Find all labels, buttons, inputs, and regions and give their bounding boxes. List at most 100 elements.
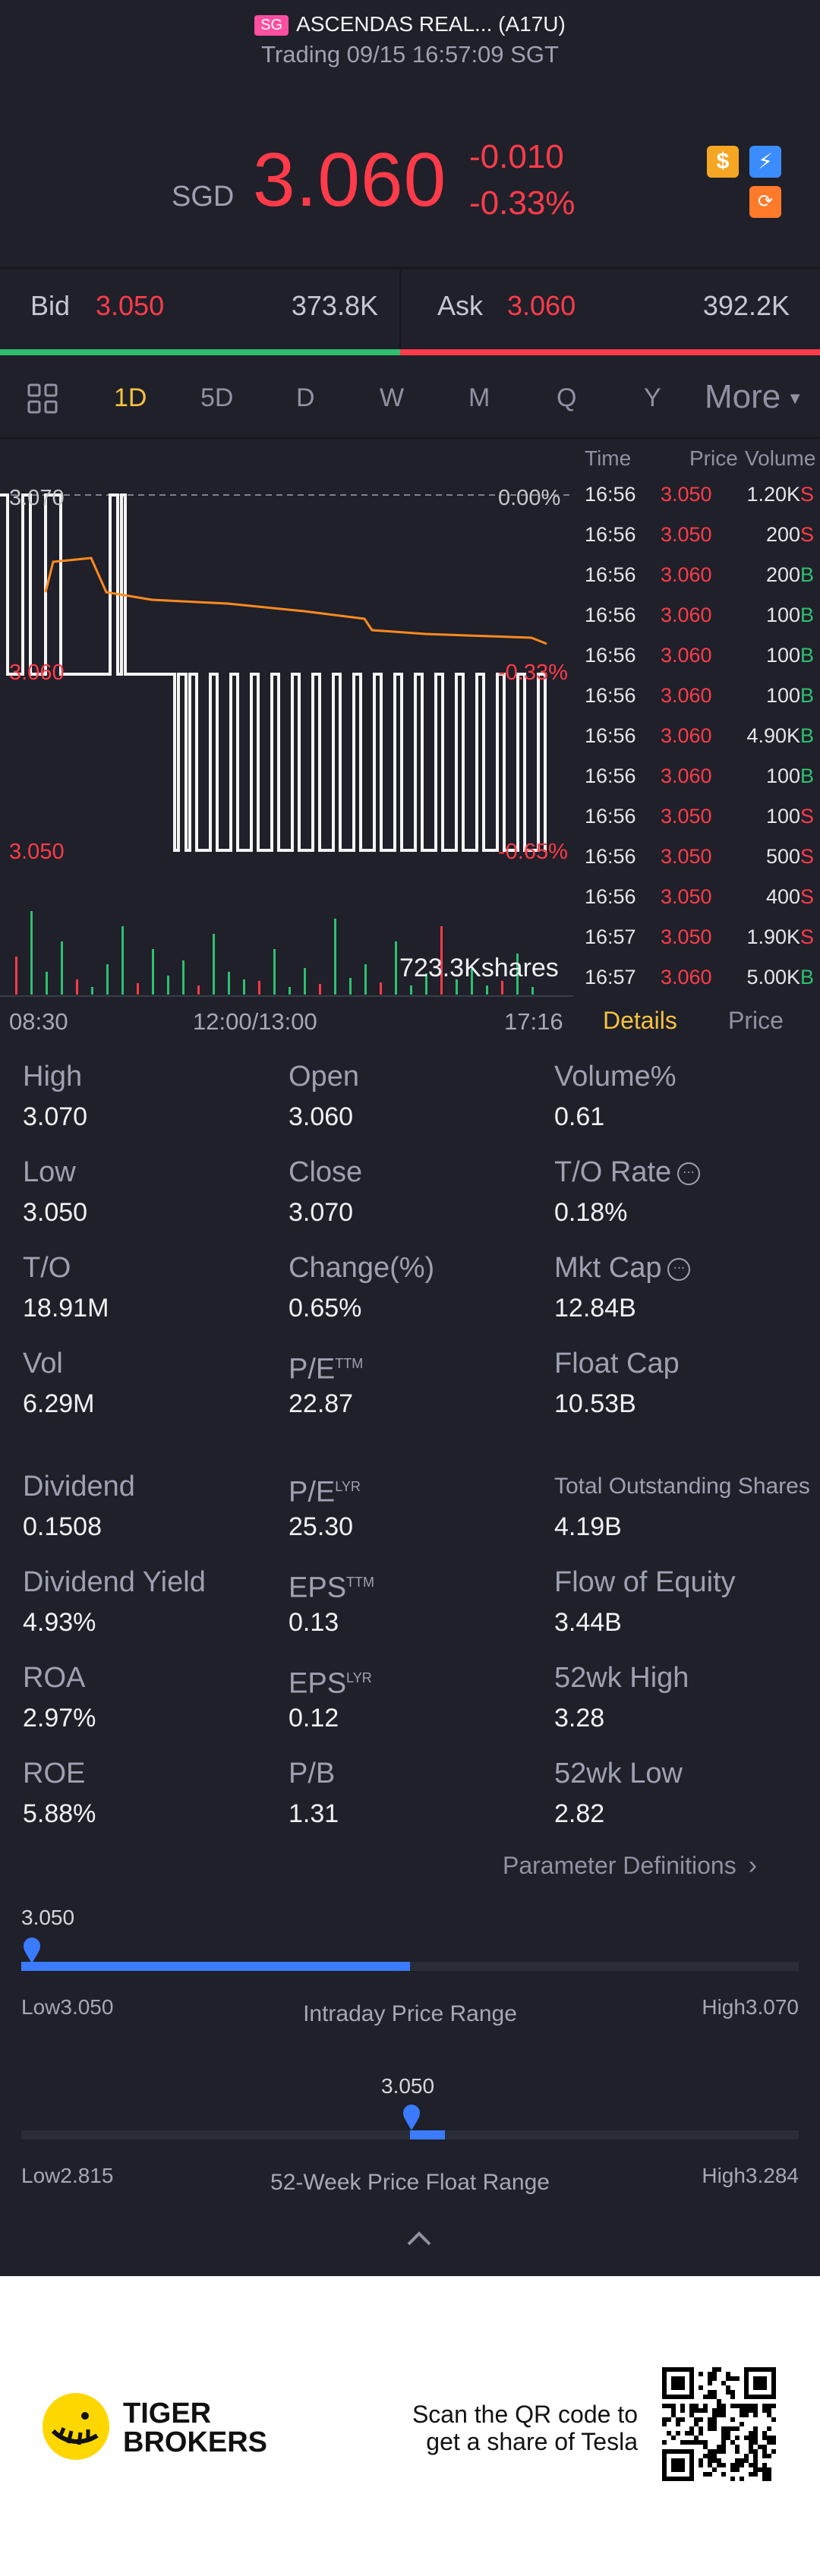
trade-volume: 100 [765,644,800,667]
trade-volume: 100 [765,604,800,626]
stat-label-text: Vol [23,1348,63,1379]
stat-cell: P/ELYR 25.30 [289,1467,547,1542]
stat-label-text: Change(%) [289,1252,435,1284]
tab-price[interactable]: Price [728,1007,784,1034]
stat-value: 22.87 [289,1389,354,1418]
ask-label: Ask [437,290,484,321]
more-button[interactable]: More ▼ [705,378,803,416]
bid-label: Bid [30,290,71,321]
stat-label-text: High [23,1061,83,1093]
week52-marker-icon [402,2105,421,2132]
stat-label: EPSTTM [289,1562,547,1604]
trade-side: S [800,885,814,908]
volume-bar [15,957,17,995]
trade-volume: 100 [765,805,800,828]
stat-value: 10.53B [554,1389,636,1418]
stat-cell: 52wk Low 2.82 [554,1754,812,1829]
stat-label: Open [289,1057,547,1096]
stat-label-text: T/O Rate [554,1156,672,1188]
info-icon[interactable]: ⋯ [667,1257,691,1281]
trade-row: 16:56 3.060 200 B [585,563,817,604]
stat-cell: T/O Rate ⋯ 0.18% [554,1152,812,1228]
tab-1d[interactable]: 1D [114,383,147,412]
stat-label: 52wk High [554,1658,812,1698]
stat-value: 0.12 [289,1704,339,1733]
promo-footer: TIGER BROKERS Scan the QR code to get a … [0,2276,820,2576]
currency-label: SGD [172,181,235,213]
week52-low: Low2.815 [21,2164,114,2187]
stat-label: P/B [289,1754,547,1793]
trade-list: 16:56 3.050 1.20K S 16:56 3.050 200 S 16:56 3.060… [585,483,817,1006]
trade-price: 3.060 [661,765,712,787]
tab-q[interactable]: Q [557,383,577,412]
trade-row: 16:56 3.050 100 S [585,805,817,845]
ask-volume-bar [400,349,820,355]
stat-label: Flow of Equity [554,1562,812,1602]
intraday-chart[interactable] [0,440,577,1002]
volume-bar [440,926,443,995]
dollar-icon[interactable]: $ [707,146,739,178]
trade-row: 16:57 3.050 1.90K S [585,925,817,966]
tab-y[interactable]: Y [644,383,661,412]
volume-bar [30,911,33,995]
stat-label: Close [289,1152,547,1192]
stat-cell: EPSTTM 0.13 [289,1562,547,1638]
chart-swap-icon[interactable]: ⟳ [749,186,781,218]
x-label-mid: 12:00/13:00 [193,1008,317,1035]
trade-side: B [800,765,814,787]
stat-label: Volume% [554,1057,812,1096]
volume-bar [106,964,109,995]
stat-label-text: Float Cap [554,1348,680,1379]
stat-label: T/O Rate ⋯ [554,1152,812,1192]
stat-label-text: T/O [23,1252,71,1284]
trade-time: 16:56 [585,724,636,747]
trade-row: 16:56 3.060 100 B [585,644,817,684]
tab-details[interactable]: Details [603,1007,677,1034]
stat-cell: Volume% 0.61 [554,1057,812,1132]
tab-5d[interactable]: 5D [200,383,234,412]
volume-bar [531,987,534,995]
promo-line1: Scan the QR code to [412,2401,638,2428]
trade-side: S [800,523,814,546]
collapse-chevron-up-icon[interactable] [402,2228,436,2250]
stat-cell: P/B 1.31 [289,1754,547,1829]
stat-cell: Total Outstanding Shares 4.19B [554,1467,812,1542]
stat-cell: ROA 2.97% [23,1658,281,1733]
stat-cell: Change(%) 0.65% [289,1248,547,1323]
y-label-bot: 3.050 [9,840,65,864]
trade-row: 16:56 3.050 400 S [585,885,817,925]
stat-value: 0.18% [554,1198,628,1227]
week52-title: 52-Week Price Float Range [270,2170,550,2195]
stat-label-text: 52wk Low [554,1758,683,1789]
tab-w[interactable]: W [380,383,405,412]
stock-title: SG ASCENDAS REAL... (A17U) [0,12,820,36]
x-label-start: 08:30 [9,1008,68,1035]
more-label: More [705,378,781,415]
trade-price: 3.060 [661,604,712,626]
lightning-icon[interactable]: ⚡ [749,146,781,178]
bid-price: 3.050 [96,290,165,321]
stat-cell: Low 3.050 [23,1152,281,1228]
stat-value: 3.070 [289,1198,354,1227]
tab-m[interactable]: M [468,383,490,412]
tab-d[interactable]: D [296,383,315,412]
trade-side: S [800,925,814,948]
bid-volume-bar [0,349,400,355]
info-icon[interactable]: ⋯ [677,1162,701,1185]
trade-time: 16:56 [585,845,636,868]
volume-bar [486,985,488,995]
stat-label-text: P/B [289,1758,336,1789]
stat-cell: Vol 6.29M [23,1344,281,1419]
stat-label: Low [23,1152,281,1192]
trade-price: 3.050 [661,483,712,506]
volume-bar [471,969,473,995]
trade-price: 3.050 [661,845,712,868]
parameter-definitions-link[interactable]: Parameter Definitions › [503,1851,757,1881]
stat-value: 3.44B [554,1608,622,1637]
trade-side: B [800,966,814,988]
volume-bar [364,964,367,995]
stat-value: 18.91M [23,1294,109,1323]
grid-menu-icon[interactable] [27,383,58,414]
stat-label-text: EPS [289,1667,347,1700]
stat-label-text: Volume% [554,1061,676,1093]
